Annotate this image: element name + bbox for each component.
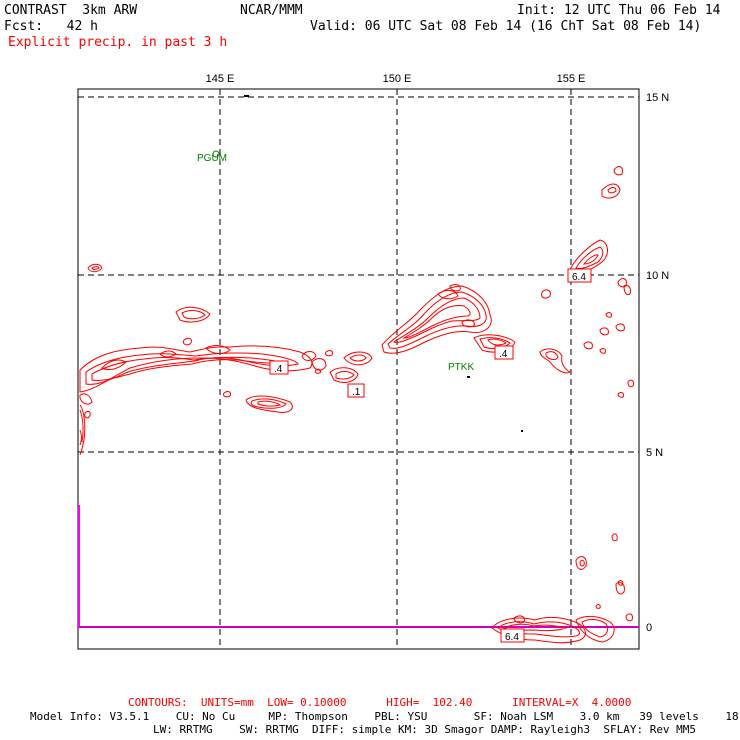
contour-label-center: .1 [352, 387, 361, 398]
model-info-line1: Model Info: V3.5.1 CU: No Cu MP: Thompso… [30, 710, 740, 723]
model-title: CONTRAST 3km ARW [4, 3, 138, 18]
contour-label-east: .4 [499, 349, 508, 360]
forecast-hour: Fcst: 42 h [4, 19, 98, 34]
lat-label-5n: 5 N [646, 447, 663, 459]
init-time: Init: 12 UTC Thu 06 Feb 14 [517, 3, 721, 18]
station-marker-pgum [212, 150, 220, 158]
precip-contours [79, 166, 634, 644]
contour-label-ne: 6.4 [572, 272, 586, 283]
contour-label-equator: 6.4 [505, 632, 519, 643]
center-label: NCAR/MMM [240, 3, 303, 18]
field-title: Explicit precip. in past 3 h [8, 35, 228, 50]
model-info-line2: LW: RRTMG SW: RRTMG DIFF: simple KM: 3D … [153, 723, 697, 736]
contour-label-west: .4 [274, 364, 283, 375]
lat-label-equator: 0 [646, 622, 652, 634]
station-pgum: PGUM [197, 153, 227, 164]
graticule [78, 89, 639, 649]
map-frame [77, 88, 640, 650]
valid-time: Valid: 06 UTC Sat 08 Feb 14 (16 ChT Sat … [310, 19, 702, 34]
coast-marks [244, 95, 523, 432]
contour-info: CONTOURS: UNITS=mm LOW= 0.10000 HIGH= 10… [128, 696, 632, 709]
lon-label-155: 155 E [557, 73, 586, 85]
station-ptkk: PTKK [448, 362, 474, 373]
lon-label-150: 150 E [383, 73, 412, 85]
lon-label-145: 145 E [206, 73, 235, 85]
lat-label-10n: 10 N [646, 270, 669, 282]
lat-label-15n: 15 N [646, 92, 669, 104]
